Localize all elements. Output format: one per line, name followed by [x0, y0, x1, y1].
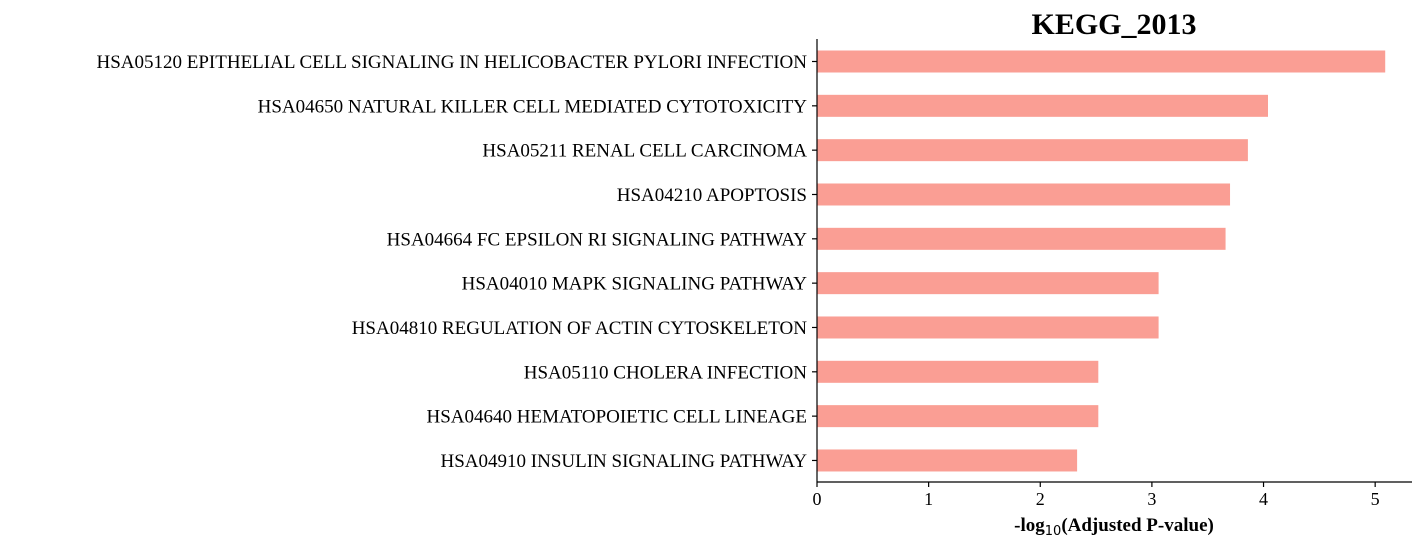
- x-tick-label: 1: [924, 489, 933, 509]
- bar: [817, 183, 1231, 206]
- category-label: HSA05110 CHOLERA INFECTION: [524, 362, 808, 383]
- bar: [817, 50, 1386, 73]
- x-tick-label: 0: [813, 489, 822, 509]
- category-label: HSA04640 HEMATOPOIETIC CELL LINEAGE: [426, 407, 807, 428]
- bar: [817, 227, 1226, 250]
- x-tick-label: 4: [1259, 489, 1268, 509]
- bar: [817, 316, 1159, 339]
- category-label: HSA04810 REGULATION OF ACTIN CYTOSKELETO…: [352, 318, 808, 339]
- bar: [817, 272, 1159, 295]
- x-tick-label: 5: [1371, 489, 1380, 509]
- bars-layer: [817, 50, 1386, 472]
- category-labels: HSA05120 EPITHELIAL CELL SIGNALING IN HE…: [96, 52, 807, 472]
- x-tick-label: 3: [1147, 489, 1156, 509]
- x-axis-label-subscript: 10: [1045, 524, 1062, 539]
- x-axis-label-suffix: (Adjusted P-value): [1061, 515, 1214, 536]
- category-label: HSA04010 MAPK SIGNALING PATHWAY: [462, 274, 808, 295]
- category-label: HSA04910 INSULIN SIGNALING PATHWAY: [441, 451, 808, 472]
- category-label: HSA05120 EPITHELIAL CELL SIGNALING IN HE…: [96, 52, 807, 73]
- bar: [817, 139, 1248, 162]
- category-label: HSA04650 NATURAL KILLER CELL MEDIATED CY…: [258, 96, 808, 117]
- bar: [817, 449, 1078, 472]
- x-ticks: 0 1 2 3 4 5: [812, 60, 1380, 509]
- x-axis-label: -log10(Adjusted P-value): [1014, 515, 1214, 539]
- bar: [817, 405, 1099, 428]
- category-label: HSA04210 APOPTOSIS: [617, 185, 807, 206]
- bar: [817, 94, 1268, 117]
- x-tick-label: 2: [1036, 489, 1045, 509]
- chart-title: KEGG_2013: [1031, 8, 1196, 41]
- category-label: HSA05211 RENAL CELL CARCINOMA: [482, 141, 807, 162]
- category-label: HSA04664 FC EPSILON RI SIGNALING PATHWAY: [387, 229, 808, 250]
- bar: [817, 360, 1099, 383]
- x-axis-label-prefix: -log: [1014, 515, 1045, 536]
